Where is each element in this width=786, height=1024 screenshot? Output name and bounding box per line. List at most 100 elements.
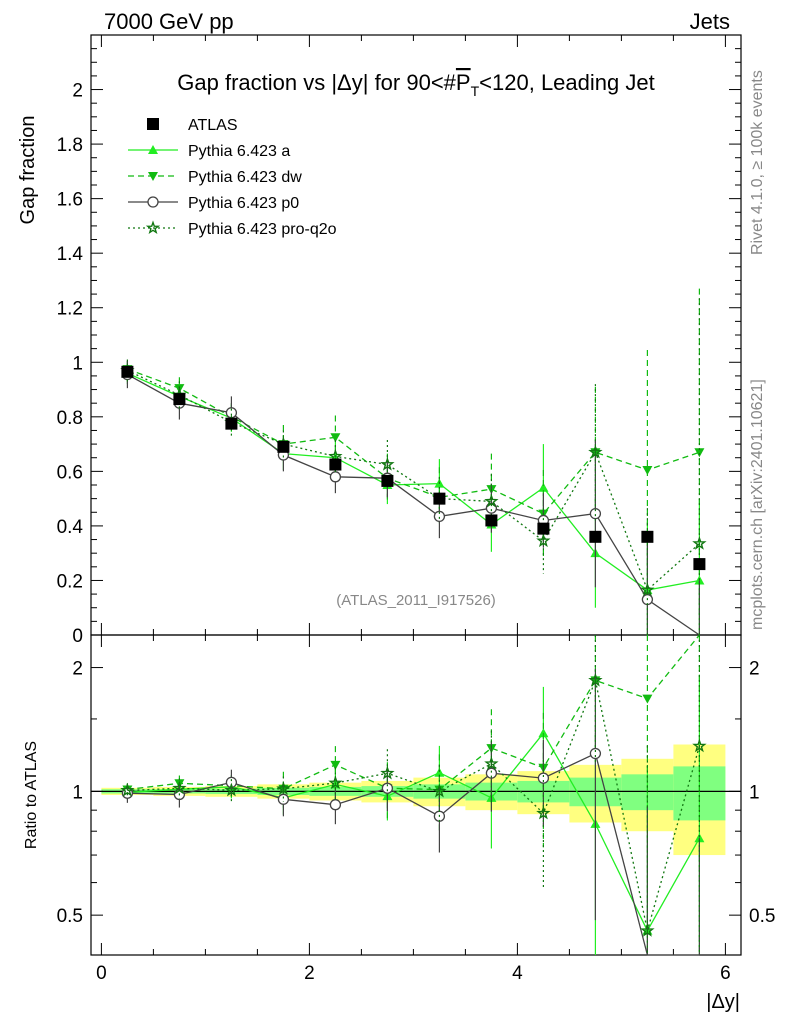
pythia-6-423-pro-q2o-ratio-marker <box>120 782 135 797</box>
mcplots-site-label: mcplots.cern.ch [arXiv:2401.10621] <box>749 379 766 630</box>
main-y-tick-label: 0.2 <box>57 571 83 592</box>
pythia-6-423-dw-marker <box>642 466 653 475</box>
pythia-6-423-pro-q2o-ratio-marker <box>172 780 187 795</box>
pythia-6-423-p0-ratio-marker <box>225 776 238 789</box>
pythia-6-423-pro-q2o-ratio-marker <box>432 783 447 798</box>
legend-label-atlas: ATLAS <box>188 117 238 134</box>
atlas-data-marker <box>537 522 550 535</box>
atlas-data-marker <box>381 474 394 487</box>
atlas-data-marker <box>277 440 290 453</box>
pythia-6-423-p0-ratio-marker <box>329 799 342 811</box>
main-y-tick-label: 0.8 <box>57 408 83 429</box>
pythia-6-423-a-ratio-marker <box>538 728 549 738</box>
legend-marker-pythia-6-423-dw <box>148 172 158 181</box>
pythia-6-423-p0-marker <box>433 510 446 523</box>
ratio-uncertainty-bands <box>91 744 741 856</box>
pythia-6-423-p0-ratio-marker <box>485 767 498 779</box>
chart-title: Gap fraction vs |Δy| for 90<#PT<120, Lea… <box>177 70 654 99</box>
ratio-y-tick-label-right: 1 <box>749 782 760 803</box>
main-y-tick-label: 0.6 <box>57 462 83 483</box>
axis-ticks: 0 2 4 6 0 0.2 0.4 0.6 0.8 1 1.2 1.4 1.6 1.8 2 0.5 0.5 1 1 2… <box>57 35 775 984</box>
pythia-6-423-pro-q2o-ratio-marker <box>224 782 239 797</box>
atlas-data-marker <box>225 417 238 430</box>
legend-marker-pythia-6-423-a <box>148 145 158 154</box>
atlas-data-marker <box>485 514 498 527</box>
pythia-6-423-a-line <box>127 372 700 591</box>
legend-label-pythia-6-423-a: Pythia 6.423 a <box>188 143 290 160</box>
title-overline-symbol: P <box>456 70 471 95</box>
atlas-data-marker <box>693 558 706 571</box>
pythia-6-423-p0-ratio-marker <box>537 772 550 784</box>
ratio-y-tick-label: 0.5 <box>57 906 83 927</box>
header-right: Jets <box>690 9 730 34</box>
pythia-6-423-pro-q2o-line <box>127 369 700 592</box>
main-y-tick-label: 1.4 <box>57 244 84 265</box>
pythia-6-423-dw-ratio-line <box>127 634 700 791</box>
legend-label-pythia-6-423-p0: Pythia 6.423 p0 <box>188 195 299 212</box>
pythia-6-423-a-marker <box>538 482 549 492</box>
ratio-panel-frame <box>90 634 742 956</box>
ratio-series <box>120 634 707 956</box>
pythia-6-423-a-ratio-marker <box>434 767 445 777</box>
main-y-tick-label: 1.6 <box>57 190 83 211</box>
main-y-tick-label: 0.4 <box>57 517 84 538</box>
pythia-6-423-p0-marker <box>329 471 342 483</box>
x-tick-label: 2 <box>304 963 315 984</box>
pythia-6-423-pro-q2o-ratio-marker <box>640 923 655 937</box>
x-tick-label: 0 <box>96 963 107 984</box>
pythia-6-423-pro-q2o-marker <box>692 535 707 550</box>
main-series <box>120 288 707 636</box>
legend-label-pythia-6-423-pro-q2o: Pythia 6.423 pro-q2o <box>188 221 337 238</box>
y-axis-label: Gap fraction <box>17 116 39 225</box>
legend-marker-pythia-6-423-pro-q2o <box>145 220 161 235</box>
pythia-6-423-dw-ratio-marker <box>330 760 341 770</box>
atlas-data-marker <box>329 458 342 471</box>
pythia-6-423-dw-line <box>127 368 700 515</box>
pythia-6-423-pro-q2o-ratio-marker <box>536 805 551 820</box>
pythia-6-423-pro-q2o-marker <box>640 582 655 597</box>
pythia-6-423-pro-q2o-ratio-marker <box>484 756 499 770</box>
pythia-6-423-pro-q2o-ratio-marker <box>328 775 343 790</box>
atlas-data-marker <box>433 492 446 505</box>
pythia-6-423-p0-ratio-line <box>127 752 700 956</box>
pythia-6-423-dw-ratio-marker <box>642 694 653 704</box>
ratio-y-axis-label: Ratio to ATLAS <box>23 741 40 849</box>
pythia-6-423-pro-q2o-marker <box>536 533 551 548</box>
ratio-y-tick-label: 2 <box>72 659 83 680</box>
pythia-6-423-p0-line <box>127 373 700 636</box>
pythia-6-423-p0-ratio-marker <box>381 782 394 794</box>
main-y-tick-label: 1 <box>72 353 83 374</box>
ratio-y-tick-label-right: 2 <box>749 659 760 680</box>
atlas-data-marker <box>641 530 654 543</box>
main-y-tick-label: 2 <box>72 81 83 102</box>
pythia-6-423-dw-marker <box>694 448 705 458</box>
pythia-6-423-pro-q2o-ratio-marker <box>276 781 291 795</box>
header-left: 7000 GeV pp <box>104 9 234 34</box>
pythia-6-423-p0-ratio-marker <box>589 747 602 760</box>
x-axis-label: |Δy| <box>706 991 740 1013</box>
analysis-tag: (ATLAS_2011_I917526) <box>336 592 496 609</box>
main-y-tick-label: 0 <box>72 626 83 647</box>
pythia-6-423-p0-marker <box>589 507 602 520</box>
rivet-version-label: Rivet 4.1.0, ≥ 100k events <box>749 70 766 255</box>
atlas-data-marker <box>121 365 134 378</box>
main-y-tick-label: 1.8 <box>57 135 83 156</box>
pythia-6-423-p0-ratio-marker <box>277 793 290 805</box>
pythia-6-423-pro-q2o-ratio-marker <box>588 672 603 687</box>
x-tick-label: 6 <box>720 963 731 984</box>
legend: ATLAS Pythia 6.423 a Pythia 6.423 dw Pythia… <box>128 117 337 238</box>
legend-label-pythia-6-423-dw: Pythia 6.423 dw <box>188 169 302 186</box>
pythia-6-423-pro-q2o-ratio-marker <box>692 738 707 753</box>
ratio-y-tick-label-right: 0.5 <box>749 906 775 927</box>
legend-marker-atlas <box>147 118 159 130</box>
pythia-6-423-pro-q2o-marker <box>588 444 603 459</box>
pythia-6-423-a-ratio-line <box>127 732 700 933</box>
legend-marker-pythia-6-423-p0 <box>147 196 159 208</box>
pythia-6-423-pro-q2o-ratio-line <box>127 678 701 931</box>
pythia-6-423-pro-q2o-ratio-marker <box>380 765 395 780</box>
x-tick-label: 4 <box>512 963 523 984</box>
pythia-6-423-pro-q2o-marker <box>380 456 395 471</box>
pythia-6-423-pro-q2o-marker <box>484 493 499 508</box>
atlas-data-marker <box>589 530 602 543</box>
